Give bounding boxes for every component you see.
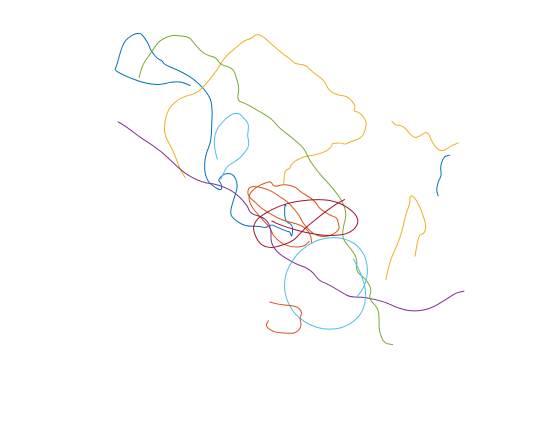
- trajectory-line-12: [213, 112, 250, 180]
- trajectory-line-10: [391, 120, 459, 152]
- trajectory-line-11: [265, 301, 302, 334]
- series-layer: [114, 32, 465, 346]
- trajectory-line-9: [436, 154, 451, 197]
- trajectory-line-3: [164, 34, 367, 185]
- trajectory-line-5: [138, 34, 394, 346]
- trajectory-line-6: [284, 237, 368, 330]
- trajectory-line-7: [253, 199, 359, 249]
- trajectory-line-8: [385, 195, 427, 281]
- trajectory-line-2: [247, 181, 340, 248]
- trajectory-line-4: [117, 121, 465, 312]
